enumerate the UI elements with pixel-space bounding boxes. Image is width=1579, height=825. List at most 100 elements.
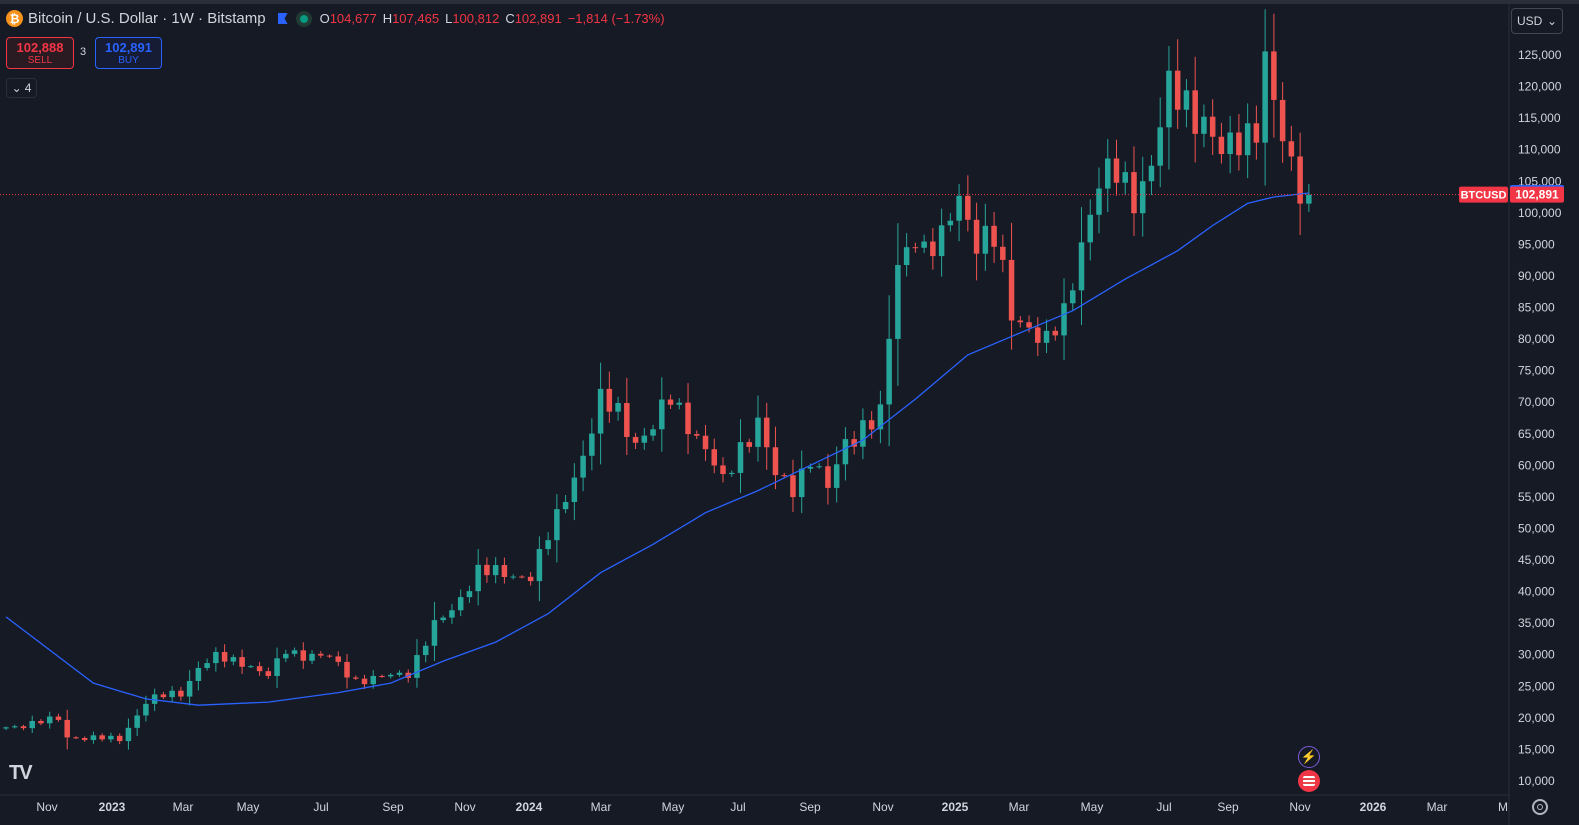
us-flag-icon[interactable] <box>1298 770 1320 792</box>
candle-body <box>20 726 27 729</box>
sell-button[interactable]: 102,888 SELL <box>6 37 74 69</box>
candle-body <box>1262 51 1268 143</box>
candle-body <box>510 576 516 578</box>
spread-value: 3 <box>80 46 87 58</box>
candle-body <box>169 690 175 698</box>
candle-body <box>720 465 726 475</box>
candle-body <box>379 675 385 677</box>
candle-body <box>283 653 289 659</box>
candle-body <box>1096 188 1102 215</box>
candle-body <box>545 540 551 550</box>
candle-body <box>73 737 79 739</box>
y-tick-label: 115,000 <box>1518 111 1561 125</box>
candle-body <box>965 195 971 220</box>
candle-body <box>125 727 132 742</box>
candle-body <box>335 656 342 662</box>
candle-body <box>300 650 307 661</box>
candle-body <box>387 674 394 677</box>
candle-body <box>457 597 464 611</box>
candle-body <box>938 225 945 257</box>
candle-body <box>1061 303 1067 336</box>
y-tick-label: 45,000 <box>1518 553 1555 567</box>
candle-body <box>807 466 814 469</box>
candle-body <box>1139 181 1146 214</box>
y-tick-label: 50,000 <box>1518 521 1555 535</box>
candle-body <box>641 435 648 443</box>
candle-body <box>833 464 840 488</box>
candle-body <box>1236 132 1242 156</box>
candle-body <box>318 653 324 656</box>
candle-body <box>466 591 473 598</box>
symbol-title[interactable]: Bitcoin / U.S. Dollar · 1W · Bitstamp <box>28 10 266 27</box>
candle-body <box>291 650 298 654</box>
candle-body <box>798 468 805 498</box>
x-tick-label: Jul <box>730 800 745 814</box>
candle-body <box>921 241 927 248</box>
candle-body <box>519 576 525 578</box>
y-tick-label: 70,000 <box>1518 395 1555 409</box>
candle-body <box>1174 70 1181 110</box>
candle-body <box>221 651 228 662</box>
candle-body <box>816 466 822 468</box>
candle-body <box>353 677 359 679</box>
flag-icon[interactable] <box>277 13 288 24</box>
candle-body <box>143 703 149 716</box>
candle-body <box>571 477 578 502</box>
top-border <box>0 0 1579 4</box>
candle-body <box>239 657 245 667</box>
candle-body <box>554 509 560 541</box>
x-tick-label: Mar <box>591 800 612 814</box>
candle-body <box>81 738 88 741</box>
buy-label: BUY <box>118 55 139 66</box>
candle-body <box>711 449 718 466</box>
y-tick-label: 110,000 <box>1518 143 1561 157</box>
candle-body <box>1000 246 1006 260</box>
candle-body <box>781 475 787 477</box>
x-tick-label: May <box>1081 800 1104 814</box>
ohlc-close: C102,891 <box>505 11 562 26</box>
x-tick-label: Nov <box>872 800 893 814</box>
candle-body <box>912 247 919 249</box>
candle-body <box>860 420 866 447</box>
candle-body <box>659 399 665 430</box>
candle-body <box>702 435 709 450</box>
bitcoin-icon: ₿ <box>6 10 23 27</box>
y-tick-label: 15,000 <box>1518 742 1555 756</box>
y-tick-label: 105,000 <box>1518 174 1562 188</box>
tradingview-logo[interactable]: TV <box>9 762 33 784</box>
candle-body <box>195 667 202 681</box>
candle-body <box>151 694 158 704</box>
indicators-toggle-button[interactable]: ⌄ 4 <box>6 78 37 98</box>
candle-body <box>370 675 376 685</box>
x-tick-label: Sep <box>799 800 821 814</box>
y-tick-label: 35,000 <box>1518 616 1555 630</box>
candle-body <box>46 716 53 724</box>
buy-button[interactable]: 102,891 BUY <box>95 37 162 69</box>
candle-body <box>1183 90 1190 110</box>
y-tick-label: 85,000 <box>1518 301 1555 315</box>
x-tick-label: 2023 <box>99 800 126 814</box>
currency-select[interactable]: USD ⌄ <box>1511 8 1563 34</box>
x-tick-label: 2024 <box>516 800 543 814</box>
candle-body <box>1201 116 1207 134</box>
y-tick-label: 80,000 <box>1518 332 1555 346</box>
sell-price: 102,888 <box>16 40 64 55</box>
settings-icon[interactable] <box>1532 799 1548 815</box>
candle-body <box>1078 242 1085 291</box>
y-tick-label: 120,000 <box>1518 80 1562 94</box>
y-tick-label: 30,000 <box>1518 648 1555 662</box>
candle-body <box>973 219 980 254</box>
candle-body <box>772 447 779 476</box>
candle-body <box>763 417 770 448</box>
candle-body <box>99 735 105 740</box>
candle-body <box>274 658 280 677</box>
spark-icon[interactable]: ⚡ <box>1298 746 1320 768</box>
candle-body <box>422 645 429 656</box>
symbol-tag: BTCUSD <box>1461 190 1507 202</box>
candle-body <box>396 672 403 675</box>
candle-body <box>589 433 595 456</box>
candle-body <box>361 678 368 685</box>
candle-body <box>431 620 438 646</box>
